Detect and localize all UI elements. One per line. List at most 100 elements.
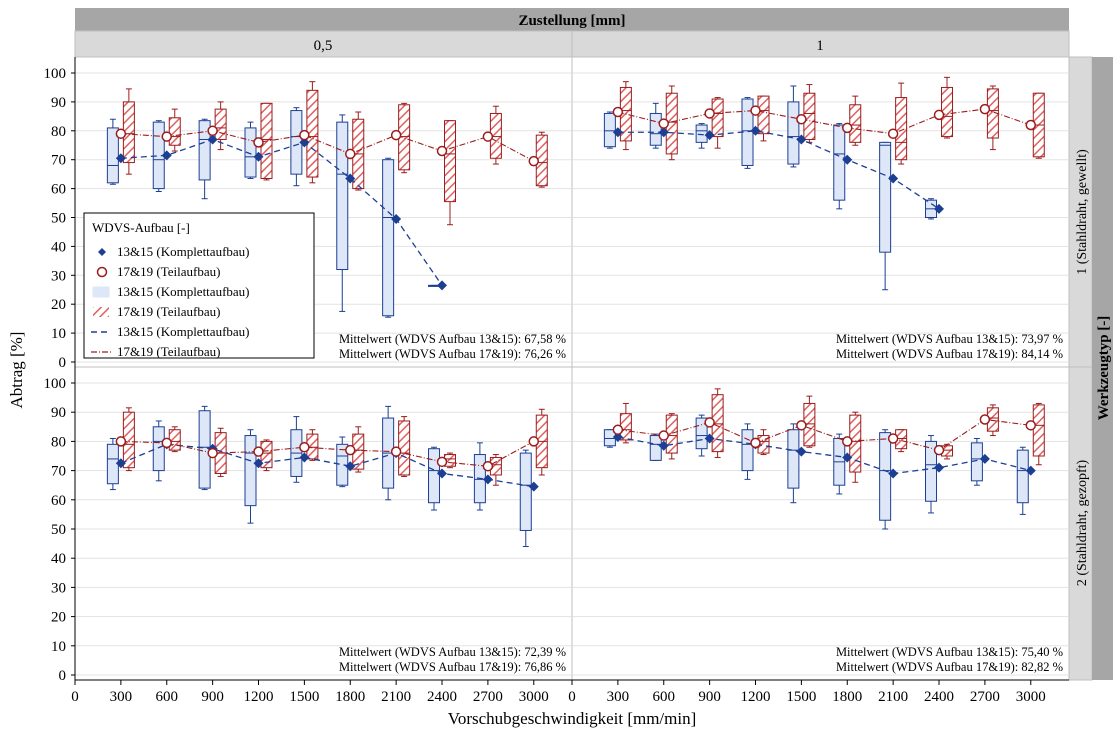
mean-point-17-19: [842, 122, 853, 134]
x-tick-label: 2100: [381, 689, 411, 705]
mean-line-13-15: [120, 138, 443, 286]
legend-entry-0: 13&15 (Komplettaufbau): [117, 244, 250, 259]
box-17-19: [444, 120, 457, 203]
mean-point-17-19: [115, 436, 127, 447]
mean-point-17-19: [115, 128, 127, 139]
y-tick-label: 100: [44, 376, 67, 392]
box-13-15: [198, 120, 211, 181]
mean-point-13-15: [391, 213, 402, 224]
mean-point-17-19: [612, 424, 624, 435]
y-tick-label: 30: [51, 268, 66, 284]
box-13-15: [833, 124, 846, 201]
x-tick-label: 0: [568, 689, 576, 705]
box-17-19: [168, 117, 181, 146]
mean-point-13-15: [482, 474, 493, 485]
mean-point-17-19: [528, 436, 540, 447]
box-13-15: [695, 124, 708, 143]
legend-box: [83, 212, 315, 359]
y-tick-label: 50: [51, 211, 66, 227]
mean-line-13-15: [617, 130, 940, 210]
mean-point-13-15: [161, 150, 172, 161]
box-17-19: [711, 98, 724, 138]
x-tick-label: 600: [653, 689, 676, 705]
y-tick-label: 80: [51, 434, 66, 450]
y-tick-label: 10: [51, 639, 66, 655]
mean-point-13-15: [612, 127, 623, 138]
legend-entry-4: 13&15 (Komplettaufbau): [117, 324, 250, 339]
box-13-15: [244, 435, 257, 507]
column-header-title: Zustellung [mm]: [518, 13, 625, 29]
x-tick-label: 1200: [741, 689, 771, 705]
mean-line-17-19: [120, 130, 535, 162]
box-13-15: [970, 442, 983, 482]
mean-point-17-19: [390, 446, 402, 457]
legend-marker-circle: [96, 266, 108, 278]
y-tick-label: 70: [51, 464, 66, 480]
x-tick-label: 600: [156, 689, 179, 705]
mean-point-13-15: [437, 468, 448, 479]
x-tick-label: 900: [698, 689, 721, 705]
mean-point-17-19: [253, 137, 264, 148]
mean-point-13-15: [1025, 465, 1036, 476]
mean-point-13-15: [979, 453, 990, 464]
mean-point-13-15: [704, 130, 715, 141]
mean-point-17-19: [796, 113, 807, 125]
mean-annotation-13-15: Mittelwert (WDVS Aufbau 13&15): 73,97 %: [836, 332, 1063, 346]
x-tick-label: 3000: [1016, 689, 1046, 705]
legend-title: WDVS-Aufbau [-]: [92, 220, 190, 235]
mean-point-13-15: [888, 173, 899, 184]
mean-point-17-19: [345, 444, 356, 456]
row-header-strip: [1092, 57, 1113, 680]
box-13-15: [244, 127, 257, 178]
mean-point-13-15: [345, 173, 356, 184]
y-tick-label: 30: [51, 580, 66, 596]
x-tick-label: 300: [607, 689, 630, 705]
x-tick-label: 2400: [924, 689, 954, 705]
mean-annotation-17-19: Mittelwert (WDVS Aufbau 17&19): 82,82 %: [836, 660, 1063, 674]
column-label-0: 0,5: [314, 38, 333, 54]
box-13-15: [925, 440, 938, 502]
y-tick-label: 70: [51, 153, 66, 169]
mean-annotation-13-15: Mittelwert (WDVS Aufbau 13&15): 72,39 %: [339, 645, 566, 659]
mean-point-13-15: [115, 153, 126, 164]
column-header-strip: [75, 8, 1069, 31]
y-tick-label: 0: [59, 668, 67, 684]
mean-annotation-17-19: Mittelwert (WDVS Aufbau 17&19): 76,86 %: [339, 660, 566, 674]
mean-point-13-15: [115, 458, 126, 469]
mean-point-13-15: [528, 481, 539, 492]
x-tick-label: 1800: [832, 689, 862, 705]
mean-point-13-15: [842, 154, 853, 165]
box-17-19: [214, 108, 227, 140]
mean-point-13-15: [934, 462, 945, 473]
x-axis-title: Vorschubgeschwindigkeit [mm/min]: [448, 709, 697, 728]
y-tick-label: 60: [51, 493, 66, 509]
mean-point-17-19: [161, 131, 173, 142]
x-tick-label: 2400: [427, 689, 457, 705]
mean-point-17-19: [161, 437, 173, 449]
legend-marker-box-17-19: [93, 307, 109, 317]
panel-frame: [74, 366, 573, 681]
mean-point-13-15: [253, 151, 264, 162]
box-13-15: [382, 159, 395, 317]
mean-point-17-19: [887, 128, 899, 139]
mean-point-17-19: [436, 145, 448, 157]
box-13-15: [428, 448, 441, 504]
y-tick-label: 20: [51, 297, 66, 313]
column-label-1: 1: [816, 38, 824, 54]
mean-point-17-19: [612, 106, 624, 118]
box-13-15: [603, 112, 616, 148]
mean-point-13-15: [253, 458, 264, 469]
y-axis-title: Abtrag [%]: [7, 332, 26, 409]
legend-marker-diamond: [98, 248, 106, 256]
box-13-15: [879, 432, 892, 521]
x-tick-label: 900: [201, 689, 224, 705]
legend-entry-1: 17&19 (Teilaufbau): [117, 264, 220, 279]
mean-point-17-19: [207, 447, 218, 459]
mean-point-17-19: [299, 441, 310, 453]
mean-point-17-19: [796, 420, 807, 431]
mean-point-17-19: [979, 414, 991, 425]
mean-line-13-15: [120, 443, 534, 488]
x-tick-label: 1800: [335, 689, 365, 705]
x-tick-label: 2700: [970, 689, 1000, 705]
